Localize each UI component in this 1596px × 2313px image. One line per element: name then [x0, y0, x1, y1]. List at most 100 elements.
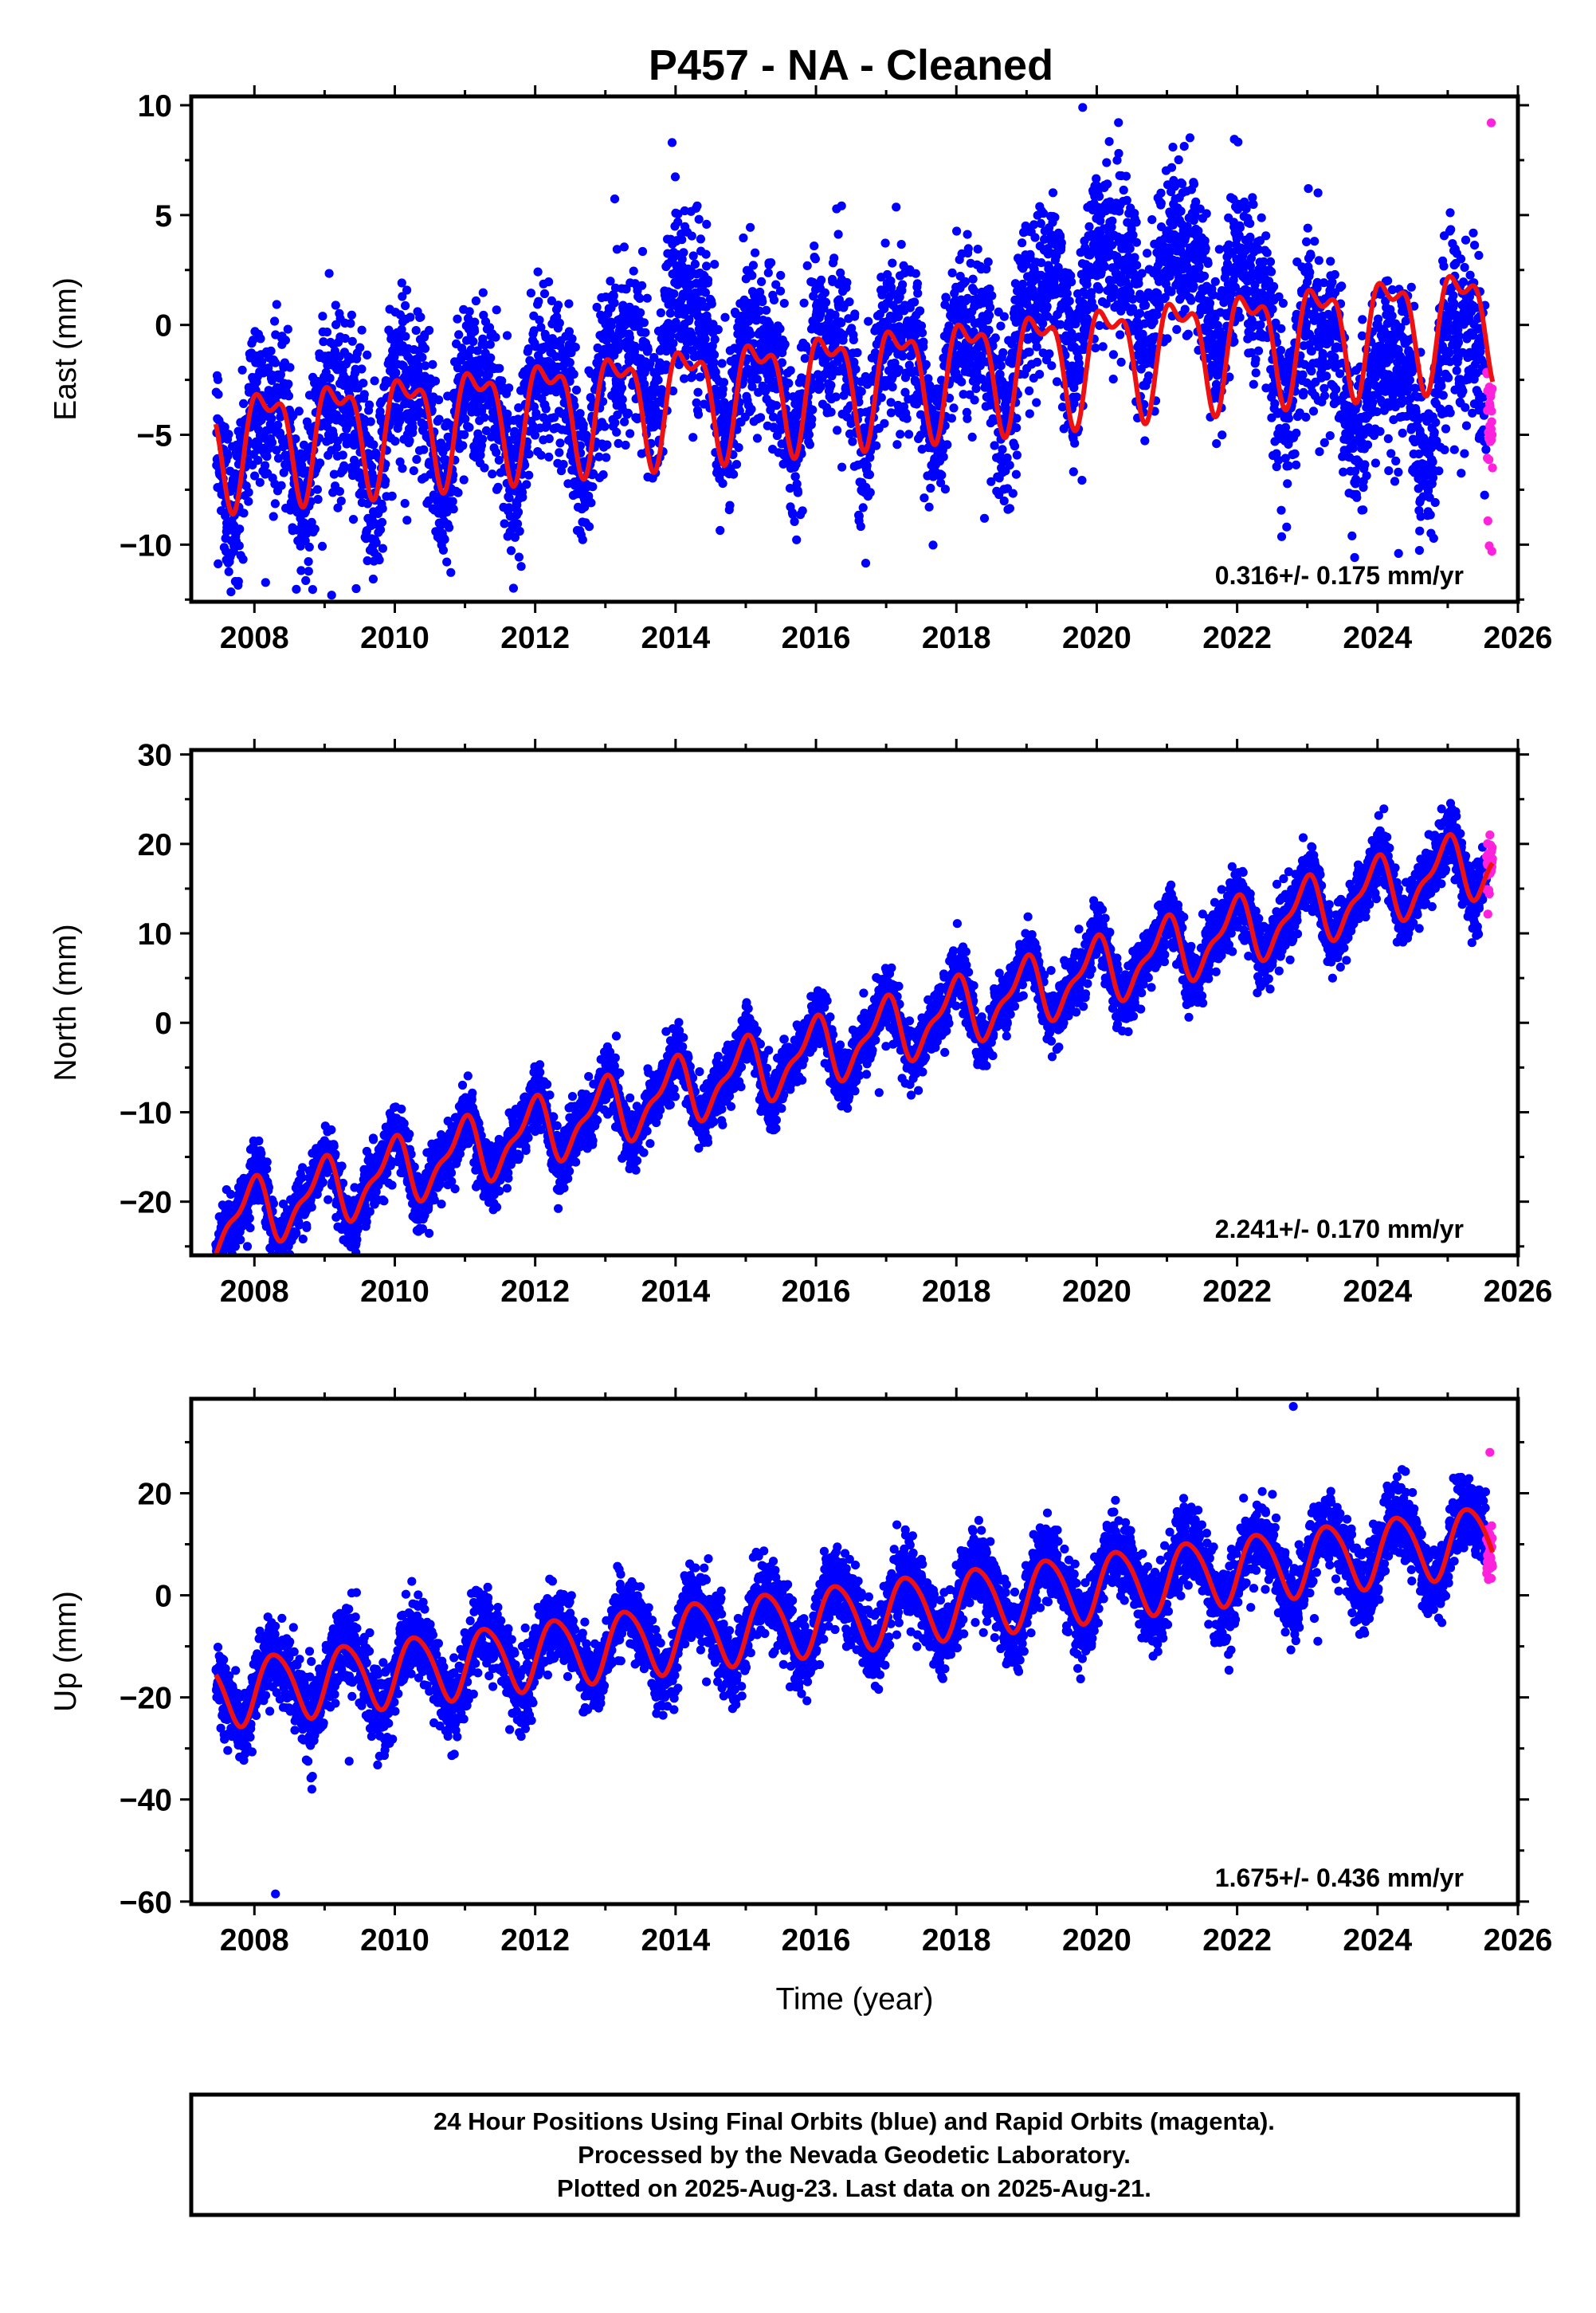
final-point	[829, 253, 839, 263]
final-point	[594, 452, 604, 461]
final-point	[374, 555, 384, 565]
final-point	[910, 297, 920, 307]
final-point	[529, 326, 539, 336]
final-point	[1102, 158, 1112, 167]
final-point	[316, 458, 325, 468]
final-point	[1116, 357, 1126, 367]
final-point	[1103, 179, 1112, 189]
final-point	[610, 194, 620, 204]
final-point	[1218, 430, 1227, 440]
final-point	[1050, 213, 1060, 222]
final-point	[1282, 522, 1292, 532]
final-point	[1290, 449, 1300, 458]
final-point	[1091, 344, 1100, 353]
final-point	[402, 285, 412, 295]
final-point	[790, 516, 799, 527]
final-point	[612, 245, 622, 254]
final-point	[1202, 209, 1211, 218]
final-point	[520, 460, 530, 470]
final-point	[842, 277, 852, 288]
final-point	[401, 300, 410, 311]
final-point	[810, 242, 819, 251]
final-point	[213, 375, 223, 384]
final-point	[588, 469, 598, 478]
final-point	[1156, 198, 1166, 208]
final-point	[696, 234, 706, 244]
final-point	[481, 426, 492, 436]
final-point	[661, 360, 671, 370]
final-point	[999, 312, 1009, 321]
final-point	[752, 434, 763, 443]
final-point	[292, 584, 301, 594]
final-point	[1035, 370, 1045, 379]
final-point	[1030, 233, 1040, 242]
final-point	[1283, 479, 1292, 489]
final-point	[1205, 298, 1215, 308]
final-point	[755, 287, 765, 297]
final-point	[898, 351, 908, 361]
final-point	[649, 352, 659, 363]
final-point	[746, 329, 755, 339]
final-point	[1233, 137, 1243, 147]
final-point	[1265, 257, 1276, 266]
final-point	[1167, 163, 1177, 172]
final-point	[808, 405, 818, 414]
final-point	[888, 382, 897, 392]
final-point	[1163, 334, 1172, 344]
final-point	[1266, 267, 1276, 277]
final-point	[637, 246, 648, 257]
final-point	[777, 358, 787, 367]
final-point	[949, 403, 959, 413]
final-point	[779, 299, 789, 308]
final-point	[1168, 143, 1178, 152]
final-point	[862, 461, 872, 470]
plot-area	[211, 103, 1497, 600]
final-point	[307, 517, 316, 528]
final-point	[839, 330, 849, 340]
final-point	[506, 546, 516, 556]
final-point	[504, 503, 514, 512]
final-point	[846, 418, 856, 429]
final-point	[688, 251, 698, 261]
final-point	[916, 306, 925, 316]
final-point	[1174, 155, 1183, 165]
final-point	[428, 359, 437, 369]
final-point	[892, 202, 901, 212]
final-point	[544, 277, 554, 287]
final-point	[460, 430, 469, 440]
final-point	[261, 578, 270, 587]
final-point	[896, 240, 906, 249]
final-point	[968, 274, 978, 284]
final-point	[366, 417, 375, 426]
final-point	[798, 506, 807, 516]
final-point	[977, 351, 986, 360]
final-point	[835, 351, 845, 361]
final-point	[701, 249, 711, 259]
final-point	[273, 420, 283, 430]
final-point	[571, 343, 580, 352]
final-point	[919, 337, 928, 347]
final-point	[826, 380, 836, 390]
final-point	[757, 277, 767, 286]
final-point	[751, 248, 760, 257]
final-point	[492, 448, 501, 457]
final-point	[296, 566, 306, 575]
final-point	[1304, 184, 1313, 194]
final-point	[559, 460, 568, 469]
final-point	[694, 214, 704, 224]
final-point	[1042, 302, 1052, 312]
final-point	[609, 291, 618, 300]
final-point	[1251, 355, 1261, 364]
final-point	[999, 496, 1009, 506]
final-point	[746, 222, 755, 232]
final-point	[669, 386, 678, 396]
final-point	[939, 452, 948, 461]
final-point	[425, 325, 434, 336]
final-point	[526, 289, 536, 298]
final-point	[530, 430, 540, 440]
final-point	[1143, 249, 1152, 258]
final-point	[363, 556, 372, 566]
final-point	[518, 493, 527, 502]
final-point	[348, 515, 359, 524]
final-point	[963, 414, 972, 423]
